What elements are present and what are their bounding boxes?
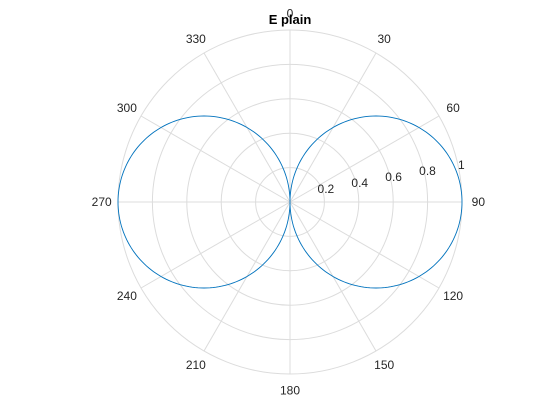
theta-tick-label-330: 330: [186, 32, 206, 46]
r-tick-label-1: 1: [458, 158, 465, 172]
r-tick-label-0.6: 0.6: [385, 170, 402, 184]
theta-tick-label-300: 300: [117, 101, 137, 115]
theta-tick-label-150: 150: [374, 358, 394, 372]
angle-spoke-120: [289, 201, 440, 289]
angle-spoke-240: [140, 201, 291, 289]
theta-tick-label-120: 120: [443, 289, 463, 303]
theta-tick-label-180: 180: [280, 383, 300, 397]
series-layer: [117, 115, 463, 289]
theta-tick-label-90: 90: [472, 195, 486, 209]
theta-tick-label-240: 240: [117, 289, 137, 303]
theta-tick-label-270: 270: [92, 195, 112, 209]
r-tick-label-0.2: 0.2: [318, 182, 335, 196]
angle-spoke-60: [289, 115, 440, 203]
theta-tick-label-30: 30: [377, 32, 391, 46]
angle-spoke-300: [140, 115, 291, 203]
r-tick-label-0.8: 0.8: [419, 164, 436, 178]
tick-labels: 0 30 60 90 120 150 180 210 240 270 300 330 0.2 0.4 0.6…: [92, 7, 486, 398]
chart-title: E plain: [269, 12, 312, 27]
theta-tick-label-60: 60: [446, 101, 460, 115]
theta-tick-label-0: 0: [287, 7, 294, 21]
r-tick-label-0.4: 0.4: [351, 176, 368, 190]
theta-tick-label-210: 210: [186, 358, 206, 372]
